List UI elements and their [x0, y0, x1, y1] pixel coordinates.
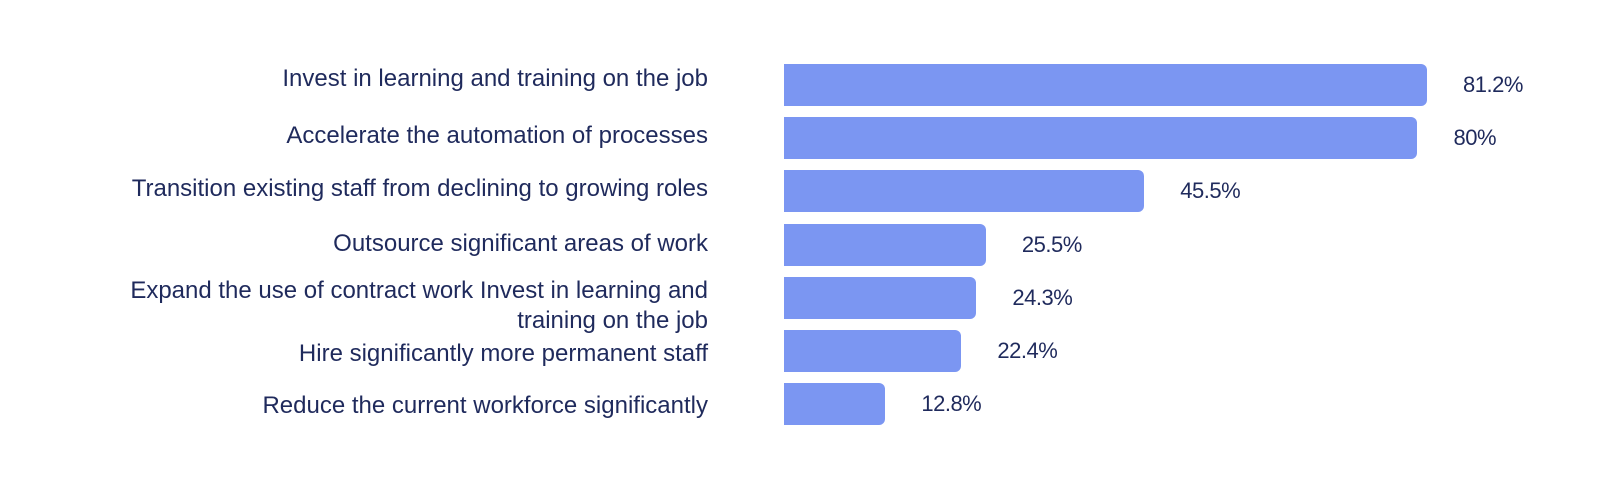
data-label: 22.4%	[997, 338, 1058, 363]
category-label: Accelerate the automation of processes	[286, 122, 708, 149]
category-label: Reduce the current workforce significant…	[262, 392, 708, 419]
bar	[784, 224, 986, 266]
bar	[784, 117, 1418, 159]
category-label: Hire significantly more permanent staff	[298, 340, 708, 367]
bar	[784, 277, 977, 319]
category-label: Expand the use of contract work Invest i…	[130, 277, 708, 334]
category-label: Transition existing staff from declining…	[131, 175, 708, 202]
data-label: 12.8%	[921, 391, 982, 416]
bar	[784, 64, 1427, 106]
data-label: 25.5%	[1021, 232, 1082, 257]
bar	[784, 383, 886, 425]
data-label: 81.2%	[1463, 72, 1523, 97]
category-label: Outsource significant areas of work	[333, 230, 708, 257]
data-label: 24.3%	[1012, 285, 1073, 310]
bar	[784, 170, 1145, 212]
data-label: 45.5%	[1180, 178, 1241, 203]
data-label: 80%	[1453, 125, 1497, 150]
category-label: Invest in learning and training on the j…	[282, 65, 708, 92]
bar	[784, 330, 962, 372]
